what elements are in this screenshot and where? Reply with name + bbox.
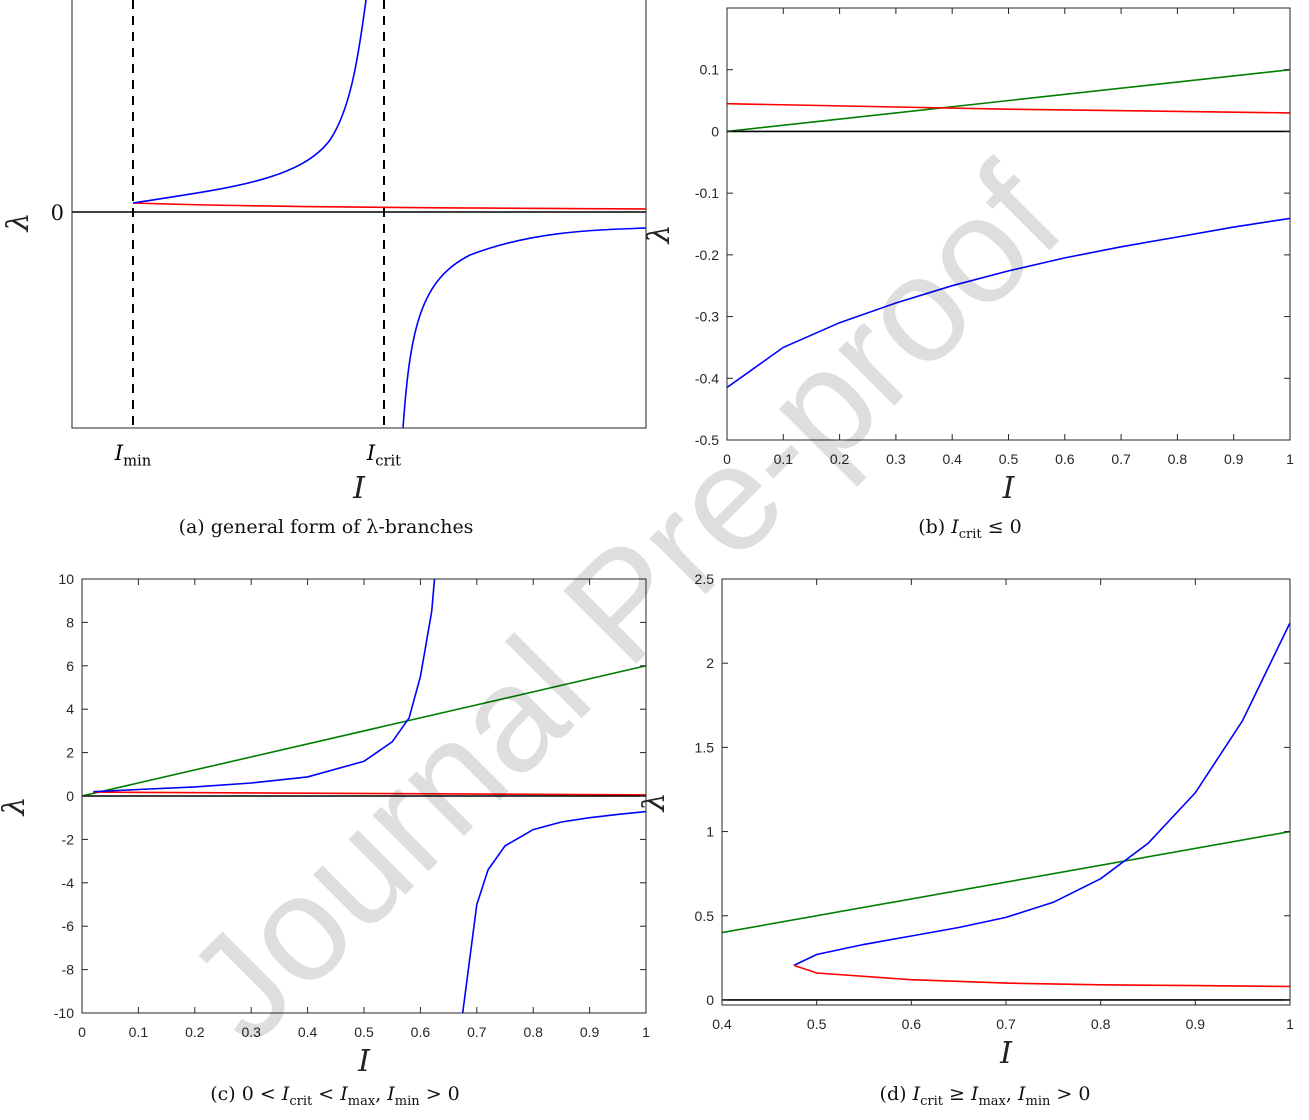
watermark: Journal Pre-proof bbox=[154, 134, 1092, 1072]
imin-tick-label: Imin bbox=[114, 441, 152, 469]
x-tick-label: 1 bbox=[1286, 451, 1294, 467]
x-tick-label: 0.5 bbox=[354, 1024, 374, 1040]
x-tick-label: 1 bbox=[1286, 1016, 1294, 1032]
y-tick-label: -0.3 bbox=[695, 309, 719, 325]
x-axis-label: I bbox=[999, 1036, 1013, 1071]
y-axis-label: λ bbox=[637, 792, 672, 812]
y-tick-label: -0.5 bbox=[695, 432, 719, 448]
y-tick-label: 2 bbox=[66, 745, 74, 761]
x-axis-label: I bbox=[1002, 471, 1016, 506]
y-tick-label: -0.2 bbox=[695, 247, 719, 263]
y-tick-label: 1 bbox=[706, 824, 714, 840]
y-tick-label: -4 bbox=[62, 875, 75, 891]
x-tick-label: 1 bbox=[642, 1024, 650, 1040]
y-tick-label: 2 bbox=[706, 655, 714, 671]
x-tick-label: 0.8 bbox=[1091, 1016, 1111, 1032]
x-tick-label: 0.1 bbox=[129, 1024, 149, 1040]
panel-caption: (b) Icrit ≤ 0 bbox=[918, 516, 1022, 542]
x-tick-label: 0.2 bbox=[830, 451, 850, 467]
x-tick-label: 0.9 bbox=[1186, 1016, 1206, 1032]
x-tick-label: 0.4 bbox=[712, 1016, 732, 1032]
y-axis-label: λ bbox=[642, 224, 677, 244]
axes-box bbox=[721, 578, 1291, 1006]
panel-caption: (d) Icrit ≥ Imax, Imin > 0 bbox=[880, 1083, 1091, 1109]
series-line-1 bbox=[727, 102, 1290, 114]
x-tick-label: 0.9 bbox=[580, 1024, 600, 1040]
y-tick-label: 0 bbox=[706, 992, 714, 1008]
x-tick-label: 0.8 bbox=[523, 1024, 543, 1040]
blue-branch-lower bbox=[402, 227, 646, 428]
series-line-2 bbox=[793, 622, 1290, 967]
y-tick-label: -2 bbox=[62, 831, 75, 847]
series-line-3 bbox=[727, 217, 1290, 389]
series-line-0 bbox=[82, 665, 646, 797]
icrit-tick-label: Icrit bbox=[366, 441, 401, 469]
y-tick-label: -8 bbox=[62, 962, 75, 978]
zero-tick-label: 0 bbox=[51, 201, 64, 225]
series-line-1 bbox=[93, 791, 646, 796]
x-tick-label: 0.6 bbox=[1055, 451, 1075, 467]
x-tick-label: 0.6 bbox=[902, 1016, 922, 1032]
y-tick-label: 0 bbox=[66, 788, 74, 804]
x-tick-label: 0 bbox=[78, 1024, 86, 1040]
x-tick-label: 0.8 bbox=[1168, 451, 1188, 467]
x-tick-label: 0.7 bbox=[1111, 451, 1131, 467]
series-line-0 bbox=[727, 68, 1290, 133]
x-axis-label: I bbox=[357, 1044, 371, 1079]
x-tick-label: 0.7 bbox=[996, 1016, 1016, 1032]
series-line-3 bbox=[93, 579, 436, 793]
y-tick-label: 1.5 bbox=[695, 739, 715, 755]
panel-caption: (c) 0 < Icrit < Imax, Imin > 0 bbox=[210, 1083, 460, 1109]
red-branch bbox=[132, 202, 646, 210]
x-tick-label: 0.4 bbox=[942, 451, 962, 467]
x-tick-label: 0.5 bbox=[807, 1016, 827, 1032]
y-tick-label: -6 bbox=[62, 918, 75, 934]
series-line-0 bbox=[722, 830, 1290, 934]
panel-d: 0.4 0.5 0.6 0.7 0.8 0.9 1 0 0.5 1 1.5 2 2.5 Iλ (d) Icr… bbox=[637, 571, 1294, 1109]
y-tick-label: 0.1 bbox=[700, 62, 720, 78]
x-tick-label: 0.6 bbox=[411, 1024, 431, 1040]
y-tick-label: 0.5 bbox=[695, 908, 715, 924]
y-tick-label: 10 bbox=[58, 571, 74, 587]
x-tick-label: 0.4 bbox=[298, 1024, 318, 1040]
y-tick-label: 6 bbox=[66, 658, 74, 674]
x-tick-label: 0.2 bbox=[185, 1024, 205, 1040]
x-tick-label: 0.3 bbox=[241, 1024, 261, 1040]
y-tick-label: 0 bbox=[711, 123, 719, 139]
panel-caption: (a) general form of λ-branches bbox=[179, 516, 474, 538]
x-tick-label: 0 bbox=[723, 451, 731, 467]
axes-box bbox=[71, 0, 647, 429]
x-tick-label: 0.1 bbox=[774, 451, 794, 467]
x-tick-label: 0.3 bbox=[886, 451, 906, 467]
x-tick-label: 0.5 bbox=[999, 451, 1019, 467]
y-axis-label: λ bbox=[0, 796, 32, 816]
series-line-3 bbox=[793, 964, 1290, 988]
y-tick-label: -10 bbox=[54, 1005, 74, 1021]
panel-c: 0 0.1 0.2 0.3 0.4 0.5 0.6 0.7 0.8 0.9 1 -10 -8 -6 -4 -2… bbox=[0, 571, 650, 1109]
y-tick-label: -0.1 bbox=[695, 185, 719, 201]
x-tick-label: 0.7 bbox=[467, 1024, 487, 1040]
y-axis-label: λ bbox=[1, 212, 36, 232]
panel-b: 0 0.1 0.2 0.3 0.4 0.5 0.6 0.7 0.8 0.9 1 -0.5 -0.4 -0.… bbox=[642, 7, 1294, 542]
y-tick-label: 2.5 bbox=[695, 571, 715, 587]
x-axis-label: I bbox=[352, 471, 366, 506]
series-line-4 bbox=[461, 810, 646, 1013]
x-tick-label: 0.9 bbox=[1224, 451, 1244, 467]
y-tick-label: -0.4 bbox=[695, 370, 719, 386]
y-tick-label: 4 bbox=[66, 701, 74, 717]
y-tick-label: 8 bbox=[66, 614, 74, 630]
blue-branch-upper bbox=[132, 0, 367, 204]
